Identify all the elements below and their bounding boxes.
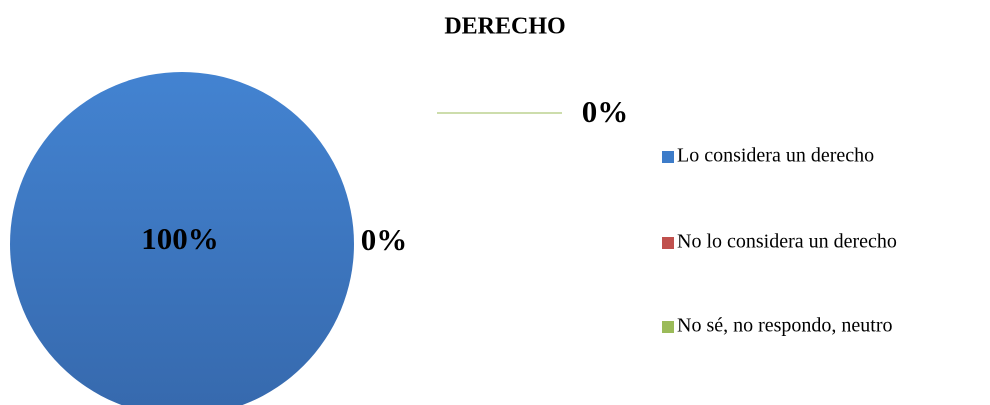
legend-swatch (662, 237, 674, 249)
pie-slice (10, 72, 354, 405)
chart-title: DERECHO (444, 14, 565, 40)
legend-label: No lo considera un derecho (677, 231, 897, 253)
data-label: 0% (582, 94, 629, 129)
legend-swatch (662, 151, 674, 163)
data-label: 100% (141, 221, 219, 256)
data-label: 0% (361, 222, 408, 257)
legend-swatch (662, 321, 674, 333)
legend-label: No sé, no respondo, neutro (677, 315, 893, 337)
legend-label: Lo considera un derecho (677, 145, 874, 167)
